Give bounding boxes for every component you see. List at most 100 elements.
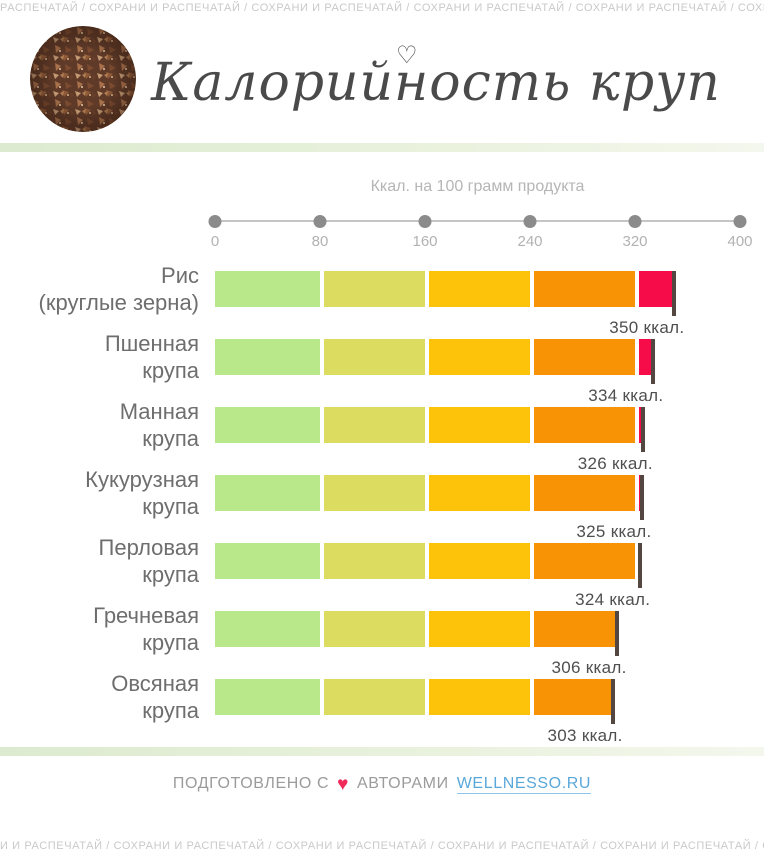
row-label: Рис (круглые зерна) bbox=[38, 263, 200, 315]
prepared-with-text: ПОДГОТОВЛЕНО С bbox=[172, 775, 330, 792]
bar-segment bbox=[320, 679, 425, 715]
bar-segment bbox=[530, 543, 635, 579]
bar-segment bbox=[530, 475, 635, 511]
wellnesso-link[interactable]: WELLNESSO.RU bbox=[456, 774, 592, 794]
chart-row: Пшенная крупа 334 ккал. bbox=[0, 331, 764, 405]
chart-row: Кукурузная крупа 325 ккал. bbox=[0, 467, 764, 541]
bar-end-tick bbox=[640, 407, 645, 452]
axis-dot bbox=[313, 215, 327, 228]
bar-segment bbox=[320, 611, 425, 647]
page-title: Калорийность круп bbox=[151, 53, 721, 113]
save-and-print-strip-top: РАСПЕЧАТАЙ / СОХРАНИ И РАСПЕЧАТАЙ / СОХР… bbox=[0, 2, 764, 14]
axis-line bbox=[215, 220, 740, 222]
row-label: Овсяная крупа bbox=[111, 671, 199, 723]
value-label: 324 ккал. bbox=[575, 590, 651, 609]
bar-segment bbox=[635, 543, 641, 579]
chart-row: Овсяная крупа 303 ккал. bbox=[0, 671, 764, 745]
value-label: 306 ккал. bbox=[551, 658, 627, 677]
chart-row: Рис (круглые зерна) 350 ккал. bbox=[0, 263, 764, 337]
axis-dot bbox=[208, 215, 222, 228]
axis-tick-label: 0 bbox=[210, 233, 220, 250]
bar-segment bbox=[425, 679, 530, 715]
chart-row: Перловая крупа 324 ккал. bbox=[0, 535, 764, 609]
bar-segment bbox=[215, 271, 320, 307]
axis-title: Ккал. на 100 грамм продукта bbox=[370, 178, 585, 195]
bar-segment bbox=[215, 611, 320, 647]
bar-segment bbox=[425, 407, 530, 443]
bar-segment bbox=[530, 339, 635, 375]
bar-segment bbox=[320, 407, 425, 443]
buckwheat-photo bbox=[30, 26, 136, 132]
bar-segment bbox=[425, 543, 530, 579]
bar-segment bbox=[215, 339, 320, 375]
bar-end-tick bbox=[672, 271, 677, 316]
bar-end-tick bbox=[638, 543, 643, 588]
green-divider-top bbox=[0, 143, 764, 152]
axis-dot bbox=[523, 215, 537, 228]
bar-segment bbox=[320, 543, 425, 579]
chart-row: Гречневая крупа 306 ккал. bbox=[0, 603, 764, 677]
bar-segment bbox=[215, 407, 320, 443]
bar-segment bbox=[425, 271, 530, 307]
buckwheat-grains-image bbox=[30, 26, 136, 132]
bar-segment bbox=[425, 475, 530, 511]
row-label: Манная крупа bbox=[119, 399, 199, 451]
bar: 324 ккал. bbox=[215, 543, 740, 609]
bar-segment bbox=[635, 407, 643, 443]
axis bbox=[208, 214, 747, 229]
row-label: Пшенная крупа bbox=[104, 331, 199, 383]
bar: 350 ккал. bbox=[215, 271, 740, 337]
bar: 306 ккал. bbox=[215, 611, 740, 677]
row-label: Кукурузная крупа bbox=[85, 467, 199, 519]
axis-tick-label: 400 bbox=[727, 233, 753, 250]
bar-segment bbox=[320, 339, 425, 375]
bar-segment bbox=[425, 339, 530, 375]
bar-segment bbox=[530, 407, 635, 443]
bar-segment bbox=[425, 611, 530, 647]
bar-end-tick bbox=[651, 339, 656, 384]
row-label: Перловая крупа bbox=[98, 535, 199, 587]
bar-segment bbox=[635, 339, 654, 375]
bar-segment bbox=[320, 475, 425, 511]
value-label: 350 ккал. bbox=[609, 318, 685, 337]
bar: 326 ккал. bbox=[215, 407, 740, 473]
bar-segment bbox=[530, 611, 617, 647]
bar-segment bbox=[215, 543, 320, 579]
chart-rows: Рис (круглые зерна) 350 ккал. Пшенная крупа 3… bbox=[0, 263, 764, 745]
bar: 325 ккал. bbox=[215, 475, 740, 541]
value-label: 303 ккал. bbox=[547, 726, 623, 745]
bar-segment bbox=[635, 271, 675, 307]
bar-end-tick bbox=[639, 475, 644, 520]
axis-tick-label: 320 bbox=[622, 233, 648, 250]
heart-icon: ♥ bbox=[337, 773, 350, 795]
chart-row: Манная крупа 326 ккал. bbox=[0, 399, 764, 473]
bar-segment bbox=[215, 679, 320, 715]
axis-tick-label: 240 bbox=[517, 233, 543, 250]
axis-dot bbox=[733, 215, 747, 228]
authors-text: АВТОРАМИ bbox=[357, 775, 449, 792]
bar: 334 ккал. bbox=[215, 339, 740, 405]
row-label: Гречневая крупа bbox=[93, 603, 199, 655]
bar-segment bbox=[320, 271, 425, 307]
axis-tick-label: 80 bbox=[311, 233, 329, 250]
green-divider-bottom bbox=[0, 747, 764, 756]
bar-segment bbox=[530, 679, 613, 715]
save-and-print-strip-bottom: И И РАСПЕЧАТАЙ / СОХРАНИ И РАСПЕЧАТАЙ / … bbox=[0, 840, 764, 852]
bar-segment bbox=[215, 475, 320, 511]
value-label: 326 ккал. bbox=[577, 454, 653, 473]
axis-labels: 0 80 160 240 320 400 bbox=[211, 233, 753, 253]
axis-dot bbox=[628, 215, 642, 228]
value-label: 325 ккал. bbox=[576, 522, 652, 541]
axis-dot bbox=[418, 215, 432, 228]
bar-end-tick bbox=[614, 611, 619, 656]
value-label: 334 ккал. bbox=[588, 386, 664, 405]
header: Калорийность круп ♡ bbox=[0, 15, 764, 143]
bar-end-tick bbox=[610, 679, 615, 724]
bar-segment bbox=[530, 271, 635, 307]
footer: ПОДГОТОВЛЕНО С ♥ АВТОРАМИ WELLNESSO.RU bbox=[0, 772, 764, 796]
bar: 303 ккал. bbox=[215, 679, 740, 745]
axis-tick-label: 160 bbox=[412, 233, 438, 250]
heart-flourish-icon: ♡ bbox=[396, 42, 418, 69]
calorie-chart: Ккал. на 100 грамм продукта 0 80 160 240 320… bbox=[0, 152, 764, 745]
bar-segment bbox=[635, 475, 642, 511]
